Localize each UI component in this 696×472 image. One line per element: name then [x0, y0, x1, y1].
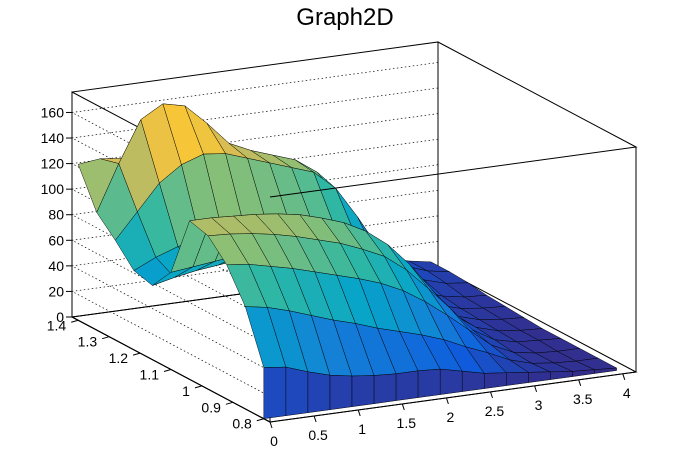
- y-tick-label: 1.4: [47, 317, 67, 333]
- chart-title: Graph2D: [296, 4, 393, 31]
- surface-mesh: [77, 103, 617, 419]
- surface-skirt: [263, 366, 287, 419]
- surface-skirt: [594, 367, 617, 374]
- z-tick-label: 140: [41, 130, 65, 146]
- surface-skirt: [285, 366, 309, 416]
- surface-skirt: [506, 372, 529, 386]
- x-tick-label: 2.5: [485, 403, 505, 419]
- y-tick-label: 1: [182, 383, 190, 399]
- y-tick-label: 1.3: [78, 334, 98, 350]
- x-tick-mark: [357, 409, 361, 417]
- z-axis-ticks: 0 20 40 60 80 100 120 140 160: [41, 104, 72, 325]
- surface-skirt: [528, 371, 551, 383]
- x-axis-ticks: 0 0.5 1 1.5 2 2.5 3 3.5 4: [269, 373, 631, 449]
- x-tick-mark: [445, 397, 449, 405]
- y-tick-label: 1.1: [140, 367, 160, 383]
- top-edge: [269, 41, 638, 198]
- surface-skirt: [351, 375, 375, 407]
- x-tick-mark: [534, 385, 538, 393]
- x-tick-label: 3.5: [573, 391, 593, 407]
- y-tick-label: 0.9: [201, 399, 221, 415]
- y-tick-mark: [101, 336, 110, 340]
- x-tick-label: 3: [535, 397, 543, 413]
- x-tick-mark: [622, 373, 626, 380]
- surface-skirt: [484, 372, 507, 389]
- z-tick-label: 160: [41, 104, 65, 120]
- y-tick-mark: [225, 401, 234, 405]
- surface-skirt: [395, 370, 419, 401]
- surface-skirt: [373, 373, 397, 404]
- x-tick-mark: [313, 415, 317, 423]
- y-axis-ticks: 0.8 0.9 1 1.1 1.2 1.3 1.4: [47, 317, 264, 432]
- y-tick-mark: [132, 352, 141, 356]
- z-tick-label: 40: [48, 258, 64, 274]
- x-tick-label: 0: [270, 433, 278, 449]
- y-tick-label: 0.8: [232, 416, 252, 432]
- x-axis-line: [269, 371, 637, 423]
- x-tick-label: 2: [446, 409, 454, 425]
- x-tick-label: 1.5: [397, 415, 417, 431]
- z-tick-label: 60: [48, 232, 64, 248]
- surface-skirt: [307, 371, 331, 413]
- y-tick-mark: [256, 418, 264, 422]
- surface-skirt: [461, 370, 485, 392]
- y-tick-mark: [71, 319, 79, 323]
- surface-skirt: [329, 374, 353, 410]
- x-tick-label: 4: [623, 385, 631, 401]
- z-tick-label: 100: [41, 181, 65, 197]
- z-tick-label: 20: [48, 283, 64, 299]
- surface-skirt: [417, 368, 441, 398]
- y-tick-mark: [163, 369, 172, 372]
- x-tick-label: 1: [358, 421, 366, 437]
- y-tick-label: 1.2: [109, 350, 129, 366]
- y-tick-mark: [194, 385, 203, 389]
- surface-skirt: [439, 368, 463, 395]
- x-tick-mark: [269, 421, 273, 429]
- x-tick-mark: [578, 379, 582, 386]
- z-tick-label: 0: [56, 309, 64, 325]
- x-tick-mark: [490, 391, 493, 399]
- x-tick-mark: [401, 403, 405, 411]
- z-tick-label: 80: [48, 207, 64, 223]
- x-tick-label: 0.5: [308, 427, 328, 443]
- surface-skirt: [550, 371, 573, 380]
- z-tick-label: 120: [41, 156, 65, 172]
